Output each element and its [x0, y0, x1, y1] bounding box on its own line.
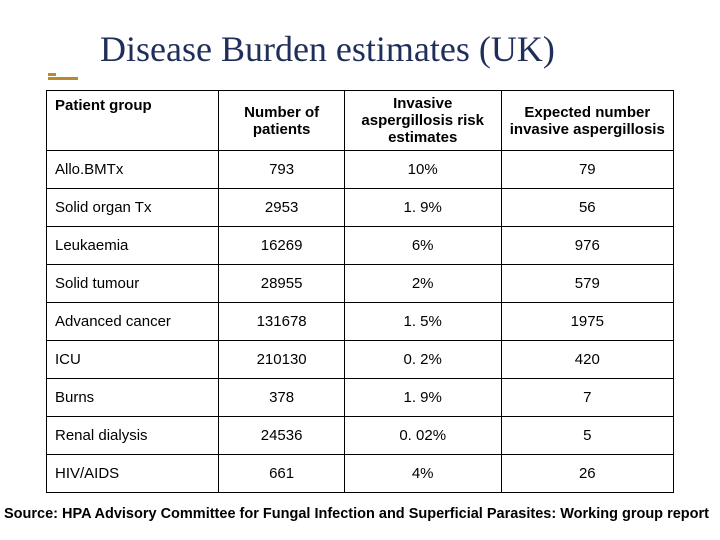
- cell-risk: 2%: [344, 265, 501, 303]
- cell-expected: 5: [501, 417, 673, 455]
- cell-group: Burns: [47, 379, 219, 417]
- cell-expected: 579: [501, 265, 673, 303]
- cell-expected: 420: [501, 341, 673, 379]
- cell-patients: 131678: [219, 303, 344, 341]
- cell-risk: 0. 2%: [344, 341, 501, 379]
- table-row: Renal dialysis245360. 02%5: [47, 417, 674, 455]
- cell-group: ICU: [47, 341, 219, 379]
- cell-risk: 6%: [344, 227, 501, 265]
- col-header-group: Patient group: [47, 91, 219, 151]
- cell-risk: 1. 5%: [344, 303, 501, 341]
- cell-expected: 26: [501, 455, 673, 493]
- cell-risk: 0. 02%: [344, 417, 501, 455]
- cell-patients: 378: [219, 379, 344, 417]
- cell-patients: 24536: [219, 417, 344, 455]
- cell-group: Allo.BMTx: [47, 151, 219, 189]
- table-container: Patient group Number of patients Invasiv…: [0, 84, 720, 493]
- cell-expected: 1975: [501, 303, 673, 341]
- cell-risk: 1. 9%: [344, 379, 501, 417]
- cell-patients: 2953: [219, 189, 344, 227]
- cell-expected: 976: [501, 227, 673, 265]
- col-header-patients: Number of patients: [219, 91, 344, 151]
- table-body: Allo.BMTx79310%79Solid organ Tx29531. 9%…: [47, 151, 674, 493]
- col-header-risk: Invasive aspergillosis risk estimates: [344, 91, 501, 151]
- cell-expected: 79: [501, 151, 673, 189]
- cell-group: HIV/AIDS: [47, 455, 219, 493]
- cell-group: Advanced cancer: [47, 303, 219, 341]
- cell-risk: 1. 9%: [344, 189, 501, 227]
- table-row: HIV/AIDS6614%26: [47, 455, 674, 493]
- cell-group: Leukaemia: [47, 227, 219, 265]
- page-title: Disease Burden estimates (UK): [100, 28, 720, 70]
- data-table: Patient group Number of patients Invasiv…: [46, 90, 674, 493]
- cell-patients: 793: [219, 151, 344, 189]
- cell-patients: 28955: [219, 265, 344, 303]
- table-row: ICU2101300. 2%420: [47, 341, 674, 379]
- cell-patients: 661: [219, 455, 344, 493]
- source-citation: Source: HPA Advisory Committee for Funga…: [4, 506, 716, 522]
- cell-risk: 4%: [344, 455, 501, 493]
- table-row: Solid tumour289552%579: [47, 265, 674, 303]
- table-row: Solid organ Tx29531. 9%56: [47, 189, 674, 227]
- cell-group: Solid tumour: [47, 265, 219, 303]
- title-bar: Disease Burden estimates (UK): [0, 0, 720, 84]
- cell-expected: 56: [501, 189, 673, 227]
- cell-patients: 210130: [219, 341, 344, 379]
- table-row: Allo.BMTx79310%79: [47, 151, 674, 189]
- table-row: Leukaemia162696%976: [47, 227, 674, 265]
- cell-group: Renal dialysis: [47, 417, 219, 455]
- col-header-expected: Expected number invasive aspergillosis: [501, 91, 673, 151]
- table-row: Advanced cancer1316781. 5%1975: [47, 303, 674, 341]
- cell-expected: 7: [501, 379, 673, 417]
- cell-group: Solid organ Tx: [47, 189, 219, 227]
- table-header-row: Patient group Number of patients Invasiv…: [47, 91, 674, 151]
- accent-decoration: [48, 77, 78, 80]
- cell-risk: 10%: [344, 151, 501, 189]
- cell-patients: 16269: [219, 227, 344, 265]
- table-row: Burns3781. 9%7: [47, 379, 674, 417]
